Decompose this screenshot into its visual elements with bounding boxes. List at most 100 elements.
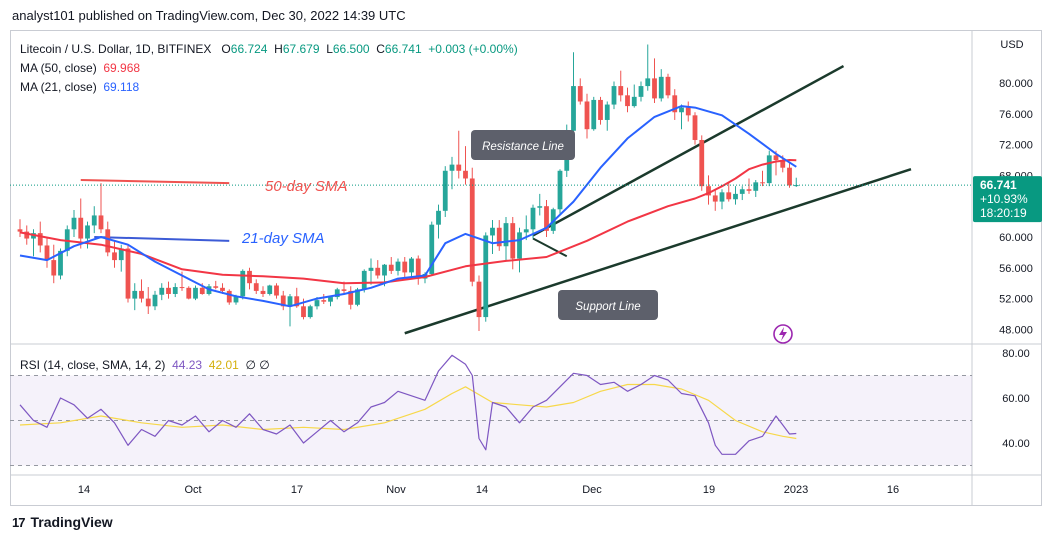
time-tick-label: 2023 (784, 484, 808, 496)
high-label: H (274, 42, 283, 56)
candle-body (321, 300, 327, 302)
price-tick-label: 52.000 (999, 294, 1033, 306)
candle (611, 81, 617, 110)
tradingview-footer[interactable]: 17 TradingView (12, 514, 113, 530)
candle (78, 198, 84, 249)
candle-body (247, 270, 252, 284)
candle-body (544, 206, 549, 231)
candle-body (260, 290, 266, 294)
candle-body (631, 96, 637, 107)
candle-body (17, 229, 23, 232)
candle-body (766, 155, 772, 184)
candle (571, 52, 576, 139)
badge-price: 66.741 (980, 178, 1017, 192)
low-label: L (326, 42, 333, 56)
candle (577, 78, 583, 105)
candle (274, 283, 279, 299)
candle (652, 58, 657, 104)
candle (267, 284, 273, 296)
candle-body (753, 182, 759, 191)
candle-body (625, 95, 630, 107)
candle-body (537, 206, 543, 208)
lightning-icon-bolt (779, 327, 787, 341)
sma21-annotation-label: 21-day SMA (241, 230, 325, 247)
candle (726, 183, 732, 202)
publish-header: analyst101 published on TradingView.com,… (12, 8, 406, 23)
time-tick-label: 14 (476, 484, 488, 496)
candle-body (652, 78, 657, 99)
rsi-pane (10, 354, 972, 466)
candle (719, 189, 725, 210)
rsi-line (19, 354, 797, 455)
candle (375, 260, 381, 279)
candle (253, 279, 259, 294)
candle (145, 287, 151, 314)
candle (733, 186, 738, 205)
candle-body (267, 285, 273, 294)
last-price-badge: 66.741+10.93%18:20:19 (10, 176, 1042, 223)
candle (213, 280, 219, 290)
close-value: 66.741 (384, 42, 422, 56)
candle (442, 166, 448, 217)
candle (186, 286, 192, 300)
time-tick-label: 16 (887, 484, 899, 496)
rsi-tick-label: 40.00 (1002, 438, 1030, 450)
candle (456, 130, 462, 179)
candle (112, 240, 117, 268)
price-tick-label: 80.000 (999, 78, 1033, 90)
candle (746, 178, 752, 194)
moving-averages (19, 105, 797, 308)
candle-body (598, 99, 603, 120)
axis-currency: USD (1000, 39, 1023, 51)
badge-pct: +10.93% (980, 192, 1028, 206)
candle-body (294, 296, 300, 307)
candle (193, 285, 198, 301)
candle (152, 290, 158, 311)
candle (483, 232, 489, 322)
resistance-tag-bg (471, 130, 575, 160)
candle-body (287, 296, 293, 307)
candle (699, 135, 705, 191)
open-label: O (221, 42, 231, 56)
ma21-legend[interactable]: MA (21, close) 69.118 (20, 78, 518, 97)
rsi-legend[interactable]: RSI (14, close, SMA, 14, 2) 44.23 42.01 … (20, 358, 270, 372)
candle-body (449, 164, 455, 171)
time-axis: 14 Oct 17 Nov 14 Dec 19 2023 16 (78, 484, 899, 496)
candle-body (24, 231, 30, 239)
candle (598, 96, 603, 125)
resistance-line (532, 64, 845, 237)
time-tick-label: 14 (78, 484, 90, 496)
candle-body (91, 215, 97, 226)
lightning-icon (773, 324, 793, 344)
candle (692, 112, 698, 145)
candle (415, 255, 421, 285)
candle (618, 70, 624, 102)
ma50-value: 69.968 (103, 61, 141, 75)
candle-body (341, 289, 347, 291)
close-label: C (376, 42, 385, 56)
candle-body (787, 167, 792, 186)
candle-body (112, 252, 117, 261)
change-value: +0.003 (+0.00%) (428, 42, 518, 56)
candle (679, 104, 684, 130)
sma50-annotation-label: 50-day SMA (265, 178, 348, 195)
support-tag-text: Support Line (575, 301, 640, 313)
candle-body (733, 193, 738, 200)
annotation-labels: Resistance Line Support Line 50-day SMA 21-… (241, 130, 793, 344)
candle (172, 283, 178, 298)
chart-legend: Litecoin / U.S. Dollar, 1D, BITFINEX O 66… (20, 40, 518, 97)
candle-body (132, 290, 138, 299)
candle-body (523, 229, 529, 233)
candle-body (220, 287, 225, 291)
price-tick-label: 76.000 (999, 109, 1033, 121)
symbol-title[interactable]: Litecoin / U.S. Dollar, 1D, BITFINEX (20, 42, 212, 56)
ma50-legend[interactable]: MA (50, close) 69.968 (20, 59, 518, 78)
resistance-tag-text: Resistance Line (482, 141, 564, 153)
candle (739, 186, 745, 201)
candle (510, 216, 516, 270)
candle (260, 286, 266, 298)
candle-body (58, 250, 63, 276)
candle (31, 229, 36, 257)
support-line (404, 168, 912, 335)
price-chart[interactable]: USD80.00076.00072.00068.00064.00060.0005… (10, 30, 1042, 506)
